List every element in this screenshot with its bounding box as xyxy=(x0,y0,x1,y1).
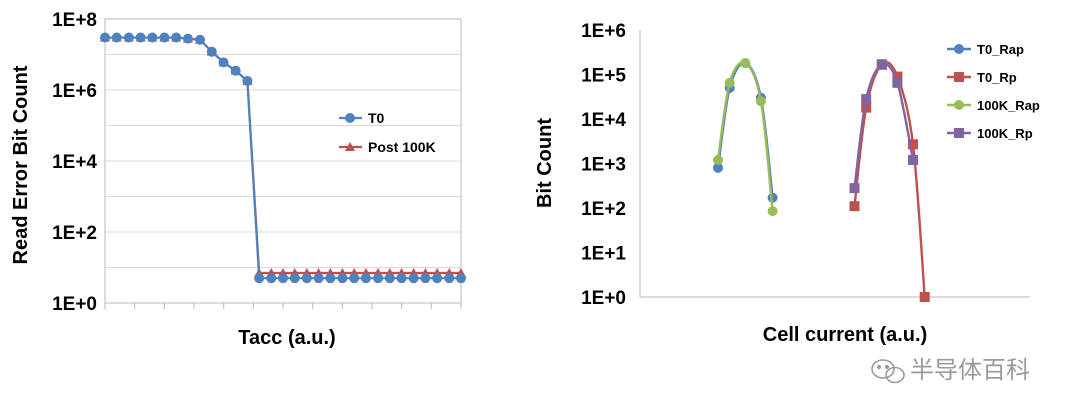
left-y-axis-title: Read Error Bit Count xyxy=(10,65,32,264)
left-data-point xyxy=(408,273,419,284)
right-y-tick-label: 1E+4 xyxy=(581,110,626,131)
left-data-point xyxy=(384,273,395,284)
right-data-point xyxy=(849,183,860,194)
right-data-point xyxy=(861,94,872,105)
left-data-point xyxy=(373,273,384,284)
left-data-point xyxy=(456,273,466,284)
right-data-point xyxy=(849,201,860,212)
right-data-point xyxy=(767,206,778,217)
left-data-point xyxy=(289,273,300,284)
left-data-point xyxy=(182,33,193,44)
bit-count-chart: 1E+0 1E+1 1E+2 1E+3 1E+4 1E+5 1E+6 Cell curren… xyxy=(534,21,1040,346)
right-y-tick-labels: 1E+0 1E+1 1E+2 1E+3 1E+4 1E+5 1E+6 xyxy=(581,21,626,309)
left-data-point xyxy=(206,46,217,57)
right-y-tick-label: 1E+0 xyxy=(581,288,626,309)
left-data-point xyxy=(111,32,122,43)
right-data-point xyxy=(861,102,872,113)
left-data-point xyxy=(360,273,371,284)
left-legend: T0 Post 100K xyxy=(339,110,436,155)
left-data-point xyxy=(301,273,312,284)
left-data-point xyxy=(195,34,206,45)
left-data-point xyxy=(420,273,431,284)
left-data-point xyxy=(100,32,110,43)
right-x-axis-title: Cell current (a.u.) xyxy=(763,324,927,346)
left-data-point xyxy=(313,273,324,284)
left-legend-marker xyxy=(345,142,355,151)
left-data-point xyxy=(266,273,277,284)
right-data-point xyxy=(908,139,918,150)
right-legend-marker xyxy=(954,72,964,82)
left-data-point xyxy=(254,273,265,284)
left-data-point xyxy=(396,273,407,284)
right-legend-marker xyxy=(954,44,964,54)
left-x-tick-marks xyxy=(104,303,462,309)
left-y-tick-labels: 1E+0 1E+2 1E+4 1E+6 1E+8 xyxy=(52,10,97,315)
right-y-tick-label: 1E+6 xyxy=(581,21,626,42)
left-data-point xyxy=(349,273,360,284)
right-data-point xyxy=(755,96,766,107)
right-data-point xyxy=(713,154,723,165)
left-data-point xyxy=(444,273,455,284)
right-legend-label: 100K_Rp xyxy=(977,126,1033,141)
left-y-tick-label: 1E+2 xyxy=(52,223,97,244)
right-data-point xyxy=(740,58,751,69)
left-series-layer xyxy=(100,32,466,284)
right-data-point xyxy=(876,59,887,70)
right-y-axis-title: Bit Count xyxy=(534,118,556,208)
watermark-text: 半导体百科 xyxy=(910,356,1030,384)
right-legend-marker xyxy=(954,128,964,138)
right-y-tick-label: 1E+5 xyxy=(581,66,626,87)
left-legend-marker xyxy=(345,113,355,123)
right-legend-label: 100K_Rap xyxy=(977,98,1040,113)
wechat-icon xyxy=(871,359,905,384)
left-y-tick-label: 1E+6 xyxy=(52,81,97,102)
right-series-line xyxy=(853,60,926,298)
left-y-tick-label: 1E+8 xyxy=(52,10,97,31)
left-data-point xyxy=(171,32,182,43)
right-data-point xyxy=(724,77,735,88)
left-gridlines xyxy=(105,54,461,268)
left-y-tick-label: 1E+4 xyxy=(52,152,97,173)
left-data-point xyxy=(432,273,443,284)
right-y-tick-label: 1E+3 xyxy=(581,155,626,176)
left-data-point xyxy=(242,75,253,86)
left-legend-label: Post 100K xyxy=(368,139,436,155)
right-data-point xyxy=(892,71,903,82)
right-legend-label: T0_Rp xyxy=(977,70,1017,85)
left-data-point xyxy=(325,273,336,284)
watermark: 半导体百科 xyxy=(871,356,1030,384)
left-x-axis-title: Tacc (a.u.) xyxy=(238,327,335,349)
left-data-point xyxy=(230,65,241,76)
left-data-point xyxy=(159,32,170,43)
left-data-point xyxy=(218,57,229,68)
right-legend: T0_Rap T0_Rp 100K_Rap 100K_Rp xyxy=(947,42,1040,141)
read-error-chart: 1E+0 1E+2 1E+4 1E+6 1E+8 Tacc (a.u.) Read Er… xyxy=(10,10,466,349)
right-legend-label: T0_Rap xyxy=(977,42,1024,57)
left-legend-label: T0 xyxy=(368,110,385,126)
right-y-tick-label: 1E+2 xyxy=(581,199,626,220)
left-series-line xyxy=(105,36,461,275)
right-legend-marker xyxy=(954,100,964,110)
right-series-layer xyxy=(713,58,930,302)
right-data-point xyxy=(892,77,903,88)
right-data-point xyxy=(908,154,918,165)
left-data-point xyxy=(123,32,134,43)
left-series-line xyxy=(105,36,461,280)
right-data-point xyxy=(713,162,723,173)
left-y-tick-label: 1E+0 xyxy=(52,294,97,315)
left-data-point xyxy=(135,32,146,43)
right-y-tick-label: 1E+1 xyxy=(581,244,626,265)
left-data-point xyxy=(147,32,158,43)
left-data-point xyxy=(337,273,348,284)
right-data-point xyxy=(919,292,930,302)
left-data-point xyxy=(278,273,288,284)
